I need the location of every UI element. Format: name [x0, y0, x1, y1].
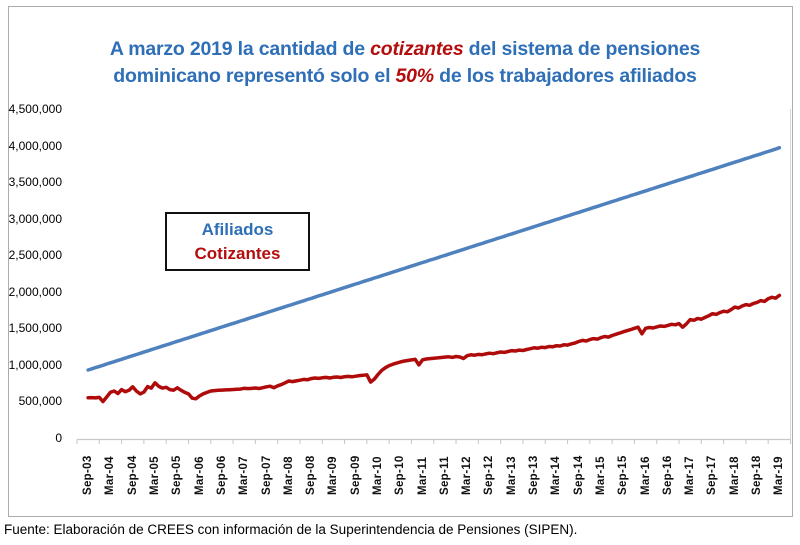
x-axis-label: Mar-15 [594, 456, 607, 495]
x-axis-label: Mar-09 [327, 456, 340, 495]
x-axis-label: Mar-11 [416, 456, 429, 495]
x-axis-label: Sep-17 [706, 455, 719, 495]
x-axis-label: Sep-14 [572, 455, 585, 495]
y-axis-label: 2,000,000 [8, 284, 62, 299]
title-text: A marzo 2019 la cantidad de [109, 38, 371, 60]
title-text: de los trabajadores afiliados [433, 65, 697, 87]
x-axis-label: Sep-03 [82, 455, 95, 495]
title-accent-50pct: 50% [395, 65, 435, 87]
chart-title: A marzo 2019 la cantidad de cotizantes d… [75, 36, 735, 90]
y-axis-label: 2,500,000 [8, 248, 62, 263]
x-axis-label: Sep-15 [617, 455, 630, 495]
source-note: Fuente: Elaboración de CREES con informa… [4, 522, 578, 537]
x-axis-label: Mar-18 [728, 456, 741, 495]
x-axis-label: Mar-13 [505, 456, 518, 495]
y-axis-label: 4,000,000 [8, 138, 62, 153]
x-axis-label: Mar-05 [149, 456, 162, 495]
x-axis-label: Sep-16 [661, 455, 674, 495]
x-axis-label: Sep-08 [305, 455, 318, 495]
y-axis-label: 0 [55, 431, 62, 445]
legend-item-afiliados: Afiliados [201, 219, 274, 239]
title-accent-cotizantes: cotizantes [370, 38, 464, 60]
legend-box: Afiliados Cotizantes [165, 212, 310, 271]
x-axis-label: Sep-13 [528, 455, 541, 495]
y-axis-label: 1,000,000 [8, 357, 62, 372]
title-line-2: dominicano representó solo el 50% de los… [75, 63, 735, 90]
y-axis-label: 500,000 [18, 394, 62, 409]
x-axis-label: Sep-12 [483, 455, 496, 495]
x-axis-label: Mar-04 [104, 456, 117, 495]
x-axis-label: Sep-04 [126, 455, 139, 495]
x-axis-label: Sep-06 [215, 455, 228, 495]
x-axis-label: Sep-07 [260, 455, 273, 495]
legend-item-cotizantes: Cotizantes [194, 243, 281, 263]
y-axis-label: 3,500,000 [8, 175, 62, 190]
x-axis-label: Mar-10 [372, 456, 384, 495]
title-text: del sistema de pensiones [463, 38, 701, 60]
x-axis-label: Mar-12 [461, 456, 474, 495]
y-axis-label: 1,500,000 [8, 321, 62, 336]
x-axis-label: Mar-06 [193, 456, 206, 495]
x-axis-label: Sep-09 [349, 455, 362, 495]
x-axis-label: Mar-16 [639, 456, 652, 495]
x-axis-label: Sep-18 [751, 455, 764, 495]
y-axis-label: 3,000,000 [8, 211, 62, 226]
x-axis-label: Sep-05 [171, 455, 184, 495]
x-axis-label: Sep-11 [438, 456, 451, 495]
title-text: dominicano representó solo el [113, 65, 396, 87]
y-axis-label: 4,500,000 [8, 102, 62, 116]
x-axis-label: Mar-08 [282, 456, 295, 495]
x-axis-label: Mar-07 [238, 456, 251, 495]
x-axis-label: Sep-10 [394, 455, 407, 495]
x-axis-label: Mar-17 [684, 456, 697, 495]
title-line-1: A marzo 2019 la cantidad de cotizantes d… [75, 36, 735, 63]
x-axis-label: Mar-14 [550, 456, 563, 495]
x-axis-label: Mar-19 [773, 456, 786, 495]
y-axis-labels: 4,500,000 4,000,000 3,500,000 3,000,000 2,50… [0, 0, 62, 545]
